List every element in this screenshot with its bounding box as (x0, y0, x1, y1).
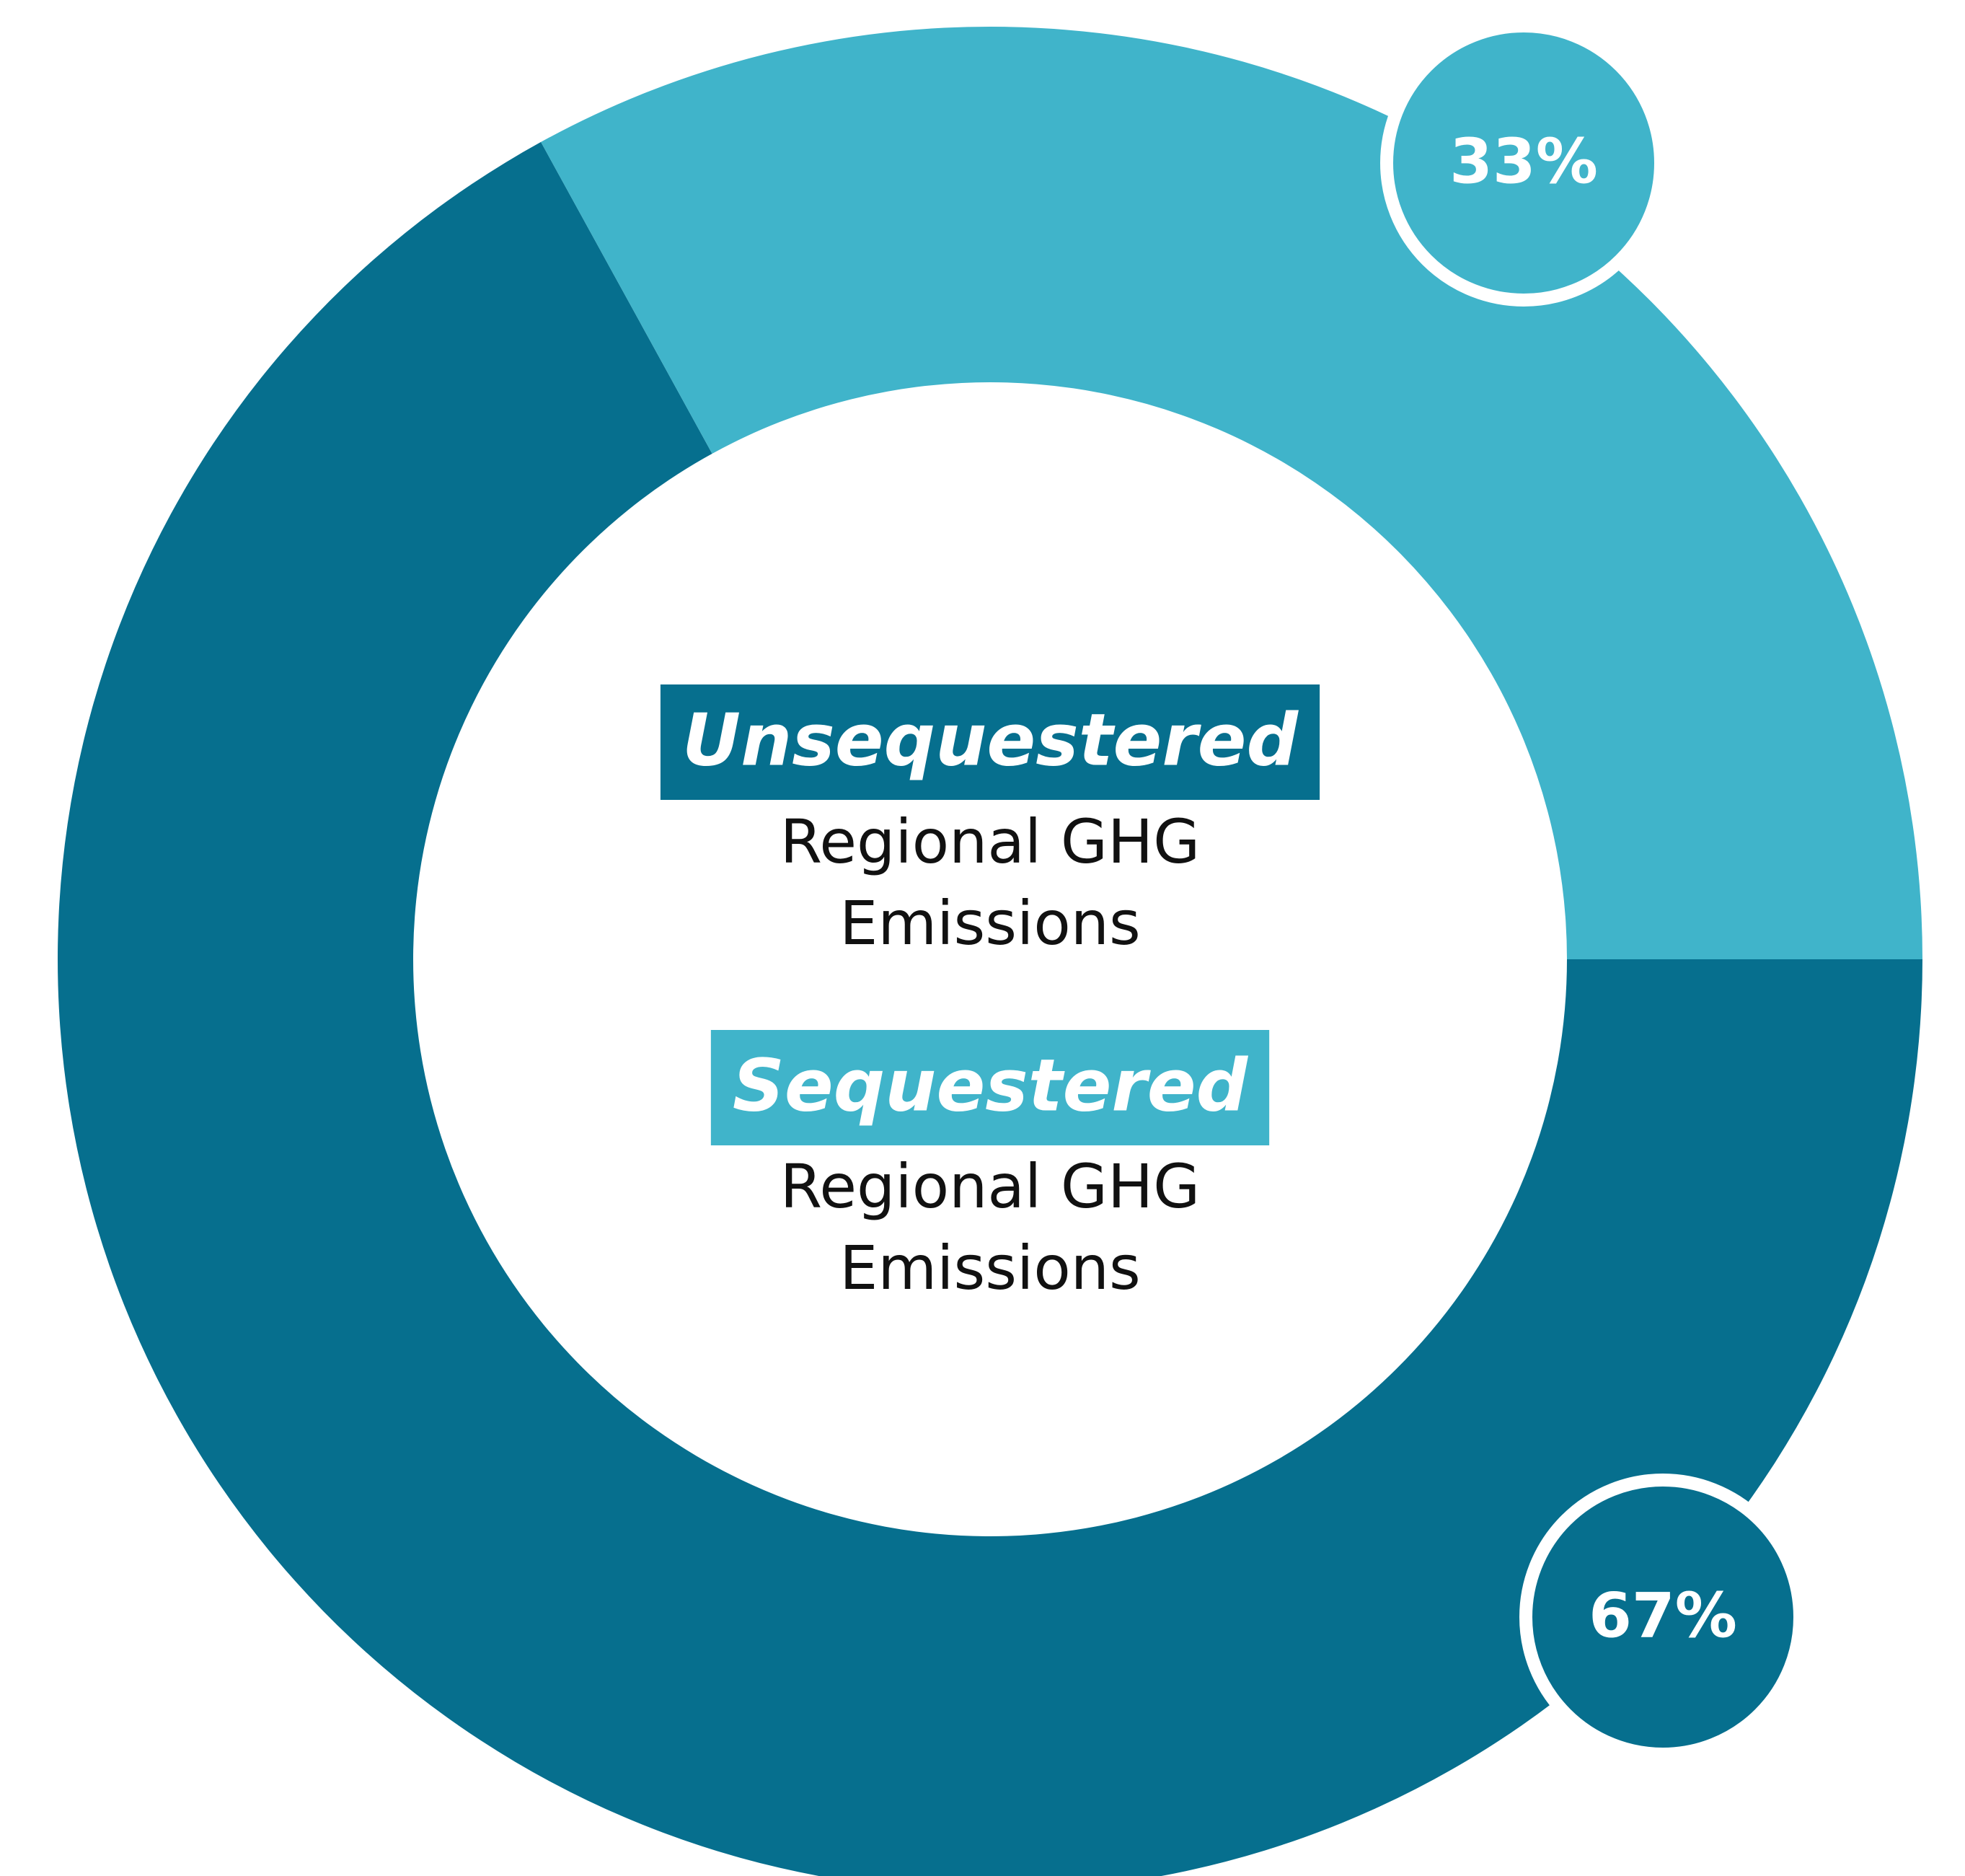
legend-description: Regional GHG (780, 1151, 1200, 1222)
donut-segment (541, 27, 1922, 959)
value-label: 33% (1449, 125, 1598, 198)
legend-description: Emissions (839, 1233, 1141, 1303)
legend-box (710, 1030, 1270, 1145)
legend-item: Sequestered Regional GHG Emissions (710, 1030, 1270, 1303)
legend-description: Emissions (839, 888, 1141, 959)
value-bubble (1519, 1474, 1806, 1761)
legend-box (660, 684, 1320, 800)
legend-label: Unsequestered (682, 697, 1299, 782)
donut-segment (58, 141, 1922, 1876)
legend-item: Unsequestered Regional GHG Emissions (660, 684, 1320, 959)
legend-label: Sequestered (733, 1043, 1249, 1127)
legend-description: Regional GHG (780, 806, 1200, 877)
value-label: 67% (1589, 1580, 1737, 1652)
value-bubble (1380, 19, 1667, 307)
